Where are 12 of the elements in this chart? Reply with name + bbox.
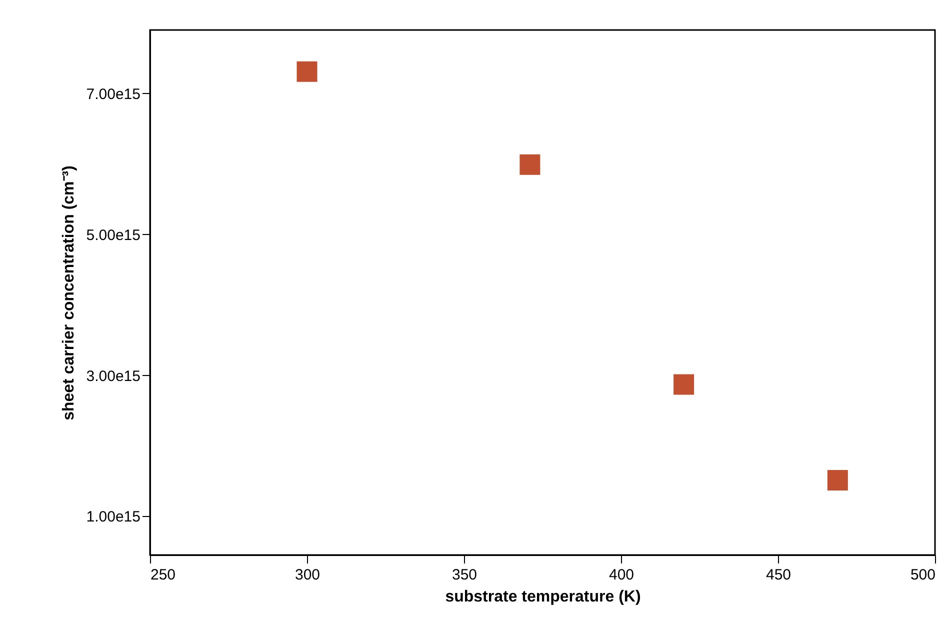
x-tick-label: 350 [452, 566, 478, 584]
x-tick-label: 500 [910, 566, 936, 584]
y-tick-label: 1.00e15 [86, 508, 140, 526]
x-axis-title: substrate temperature (K) [445, 588, 641, 606]
y-tick-label: 7.00e15 [86, 86, 140, 103]
x-tick-label: 400 [608, 566, 634, 584]
y-tick-label: 5.00e15 [86, 226, 140, 244]
x-tick-label: 300 [294, 566, 320, 584]
x-tick-label: 250 [150, 566, 176, 584]
y-tick-label: 3.00e15 [86, 368, 140, 385]
x-tick-label: 450 [766, 566, 792, 584]
y-axis-title: sheet carrier concentration (cm⁻³) [60, 166, 78, 420]
